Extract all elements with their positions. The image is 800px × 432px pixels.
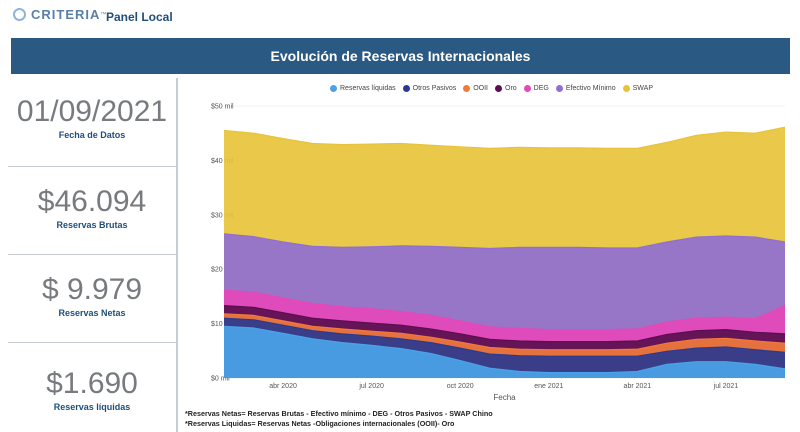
criteria-logo: CRITERIA ™ (13, 7, 106, 22)
footnotes: *Reservas Netas= Reservas Brutas - Efect… (185, 409, 493, 429)
title-banner: Evolución de Reservas Internacionales (11, 38, 790, 74)
y-tick-label: $10 mil (211, 321, 234, 328)
kpi-card-net: $ 9.979 Reservas Netas (8, 256, 176, 343)
legend-label-ooii: OOII (473, 85, 488, 92)
area-reservas-liquidas (224, 326, 785, 378)
legend-dot-otros-pasivos (402, 85, 410, 92)
footnote-reservas-liquidas: *Reservas Liquidas= Reservas Netas -Obli… (185, 419, 455, 428)
chart-legend[interactable]: Reservas líquidas Otros Pasivos OOII Oro… (330, 85, 660, 92)
y-tick-label: $20 mil (211, 267, 234, 274)
legend-item-efectivo-minimo[interactable]: Efectivo Mínimo (555, 85, 616, 92)
x-tick-label: ene 2021 (534, 383, 563, 390)
legend-label-efectivo-minimo: Efectivo Mínimo (565, 85, 616, 92)
page-title: Evolución de Reservas Internacionales (270, 48, 531, 64)
top-bar: CRITERIA ™ Panel Local (0, 0, 800, 34)
panel-title[interactable]: Panel Local (106, 10, 173, 24)
legend-dot-efectivo-minimo (555, 85, 563, 92)
kpi-label-gross: Reservas Brutas (56, 220, 128, 230)
legend-label-oro: Oro (505, 85, 517, 92)
kpi-value-net: $ 9.979 (41, 273, 143, 306)
area-edge-otros-pasivos (223, 317, 786, 357)
legend-dot-oro (495, 85, 502, 92)
area-edge-reservas-liquidas (223, 325, 786, 374)
y-tick-label: $30 mil (211, 212, 234, 219)
kpi-value-date: 01/09/2021 (16, 95, 168, 128)
legend-dot-liquidas (330, 85, 337, 92)
x-tick-label: jul 2020 (358, 383, 384, 390)
kpi-value-liquid: $1.690 (46, 367, 138, 400)
kpi-card-liquid: $1.690 Reservas líquidas (8, 344, 176, 432)
legend-item-otros-pasivos[interactable]: Otros Pasivos (402, 85, 457, 92)
area-edge-oro (223, 305, 786, 343)
legend-dot-deg (523, 85, 531, 92)
legend-label-deg: DEG (533, 85, 549, 92)
kpi-column: 01/09/2021 Fecha de Datos $46.094 Reserv… (8, 78, 176, 432)
y-tick-label: $0 mil (211, 376, 230, 383)
legend-dot-ooii (463, 85, 471, 92)
legend-item-swap[interactable]: SWAP (622, 85, 653, 92)
legend-label-otros-pasivos: Otros Pasivos (412, 85, 457, 92)
area-edge-swap (223, 126, 786, 150)
kpi-value-gross: $46.094 (37, 185, 147, 218)
legend-dot-swap (622, 85, 630, 92)
kpi-card-date: 01/09/2021 Fecha de Datos (8, 78, 176, 167)
legend-label-liquidas: Reservas líquidas (340, 85, 396, 92)
y-tick-label: $50 mil (211, 104, 234, 111)
area-edge-efectivo-minimo (223, 233, 786, 250)
x-tick-label: abr 2020 (269, 383, 297, 390)
legend-item-deg[interactable]: DEG (523, 85, 549, 92)
x-tick-label: jul 2021 (713, 383, 739, 390)
kpi-label-net: Reservas Netas (58, 308, 126, 318)
x-tick-label: oct 2020 (447, 383, 474, 390)
x-tick-label: abr 2021 (624, 383, 652, 390)
x-axis-title: Fecha (493, 393, 516, 402)
kpi-label-date: Fecha de Datos (58, 130, 126, 140)
kpi-card-gross: $46.094 Reservas Brutas (8, 168, 176, 255)
logo-trademark: ™ (100, 11, 107, 18)
logo-text: CRITERIA (31, 7, 101, 22)
legend-item-ooii[interactable]: OOII (463, 85, 488, 92)
legend-item-oro[interactable]: Oro (495, 85, 517, 92)
reserves-area-chart[interactable]: $0 mil $10 mil $20 mil $30 mil $40 mil $50 mi… (180, 78, 795, 408)
vertical-divider (176, 78, 178, 432)
legend-item-liquidas[interactable]: Reservas líquidas (330, 85, 396, 92)
footnote-reservas-netas: *Reservas Netas= Reservas Brutas - Efect… (185, 409, 493, 418)
legend-label-swap: SWAP (632, 85, 653, 92)
kpi-label-liquid: Reservas líquidas (53, 402, 131, 412)
y-tick-label: $40 mil (211, 158, 234, 165)
area-edge-ooii (223, 313, 786, 351)
area-edge-deg (223, 289, 786, 331)
logo-ring-icon (13, 8, 26, 21)
